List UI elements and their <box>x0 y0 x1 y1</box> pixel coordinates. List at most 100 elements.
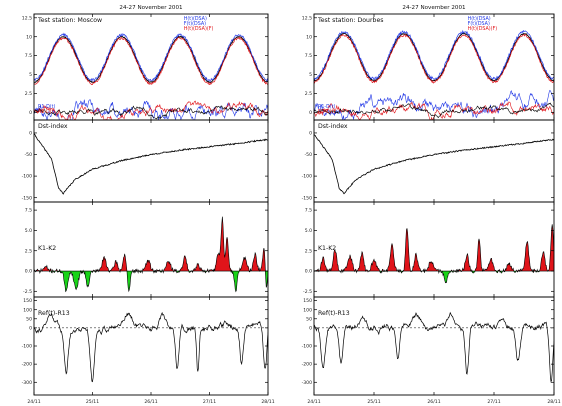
y-tick-label: 0 <box>29 110 32 116</box>
y-tick-label: 0 <box>29 325 32 331</box>
plot-area <box>34 32 268 120</box>
y-tick-label: 7.5 <box>305 53 312 59</box>
y-tick-label: 50 <box>26 316 32 322</box>
x-tick-label: 27/11 <box>487 399 500 405</box>
y-tick-label: -300 <box>22 380 33 386</box>
y-tick-label: 0 <box>29 131 32 137</box>
y-tick-label: 7.5 <box>305 208 312 214</box>
panel-label: Test station: Dourbes <box>317 17 383 24</box>
y-tick-label: 5 <box>309 72 312 78</box>
ref-line <box>34 311 268 383</box>
plot-area <box>314 29 554 120</box>
k-line <box>34 216 268 293</box>
deviation-black <box>34 105 268 120</box>
legend-entry: H(t)(DSA) <box>184 16 207 22</box>
series-black <box>314 32 554 82</box>
y-tick-label: 12.5 <box>22 15 32 21</box>
x-tick-label: 28/11 <box>261 399 274 405</box>
y-tick-label: 2.5 <box>305 248 312 254</box>
panel-frame <box>313 13 555 121</box>
panel-ref: 150 100 50 0 -100 -200 -300 Ref(t)-R13 24/11 25/1… <box>302 296 561 405</box>
y-tick-label: 12.5 <box>302 15 312 21</box>
plot-area <box>314 311 554 383</box>
panel-frame <box>313 296 555 396</box>
x-tick-label: 24/11 <box>27 399 40 405</box>
y-tick-label: -50 <box>304 152 312 158</box>
y-tick-label: -100 <box>302 174 313 180</box>
legend-entry: R2-D(t) <box>318 109 336 115</box>
panel-hourly: 0 2.5 5 7.5 10 12.5 Test station: Dourbes H(t)(… <box>302 13 555 121</box>
panel-label: Dst-index <box>38 123 68 130</box>
series-blue <box>34 32 268 83</box>
panel-label: Ref(t)-R13 <box>318 310 350 317</box>
y-tick-label: 50 <box>306 316 312 322</box>
series-blue <box>314 29 554 81</box>
y-tick-label: 5.0 <box>305 228 312 234</box>
x-tick-label: 28/11 <box>547 399 560 405</box>
ref-line <box>314 311 554 383</box>
legend-entry: R1-D(t) <box>38 104 56 110</box>
deviation-black <box>314 102 554 119</box>
legend-entry: F(t)(DSA) <box>468 21 490 27</box>
y-tick-label: -300 <box>302 380 313 386</box>
y-tick-label: -100 <box>302 344 313 350</box>
x-tick-label: 24/11 <box>307 399 320 405</box>
panel-frame <box>33 201 269 298</box>
legend-entry: H(t)(DSA)(F) <box>184 26 214 32</box>
plot-area <box>314 133 554 195</box>
series-red <box>314 33 554 84</box>
negative-area <box>314 271 554 283</box>
deviation-red <box>314 101 554 120</box>
y-tick-label: 0.0 <box>25 269 32 275</box>
positive-area <box>34 216 268 272</box>
y-tick-label: -150 <box>22 195 33 201</box>
y-tick-label: 10 <box>306 34 312 40</box>
y-tick-label: -50 <box>24 152 32 158</box>
legend-entry: R2-D(t) <box>38 109 56 115</box>
y-tick-label: -100 <box>22 174 33 180</box>
legend-entry: H(t)(DSA)(F) <box>468 26 498 32</box>
y-tick-label: 2.5 <box>305 91 312 97</box>
chart-left: 24-27 November 2001 0 2.5 5 7.5 10 12.5 Test st… <box>22 5 275 405</box>
panel-frame <box>313 201 555 298</box>
legend-entry: F(t)(DSA) <box>184 21 206 27</box>
y-tick-label: -200 <box>22 362 33 368</box>
y-tick-label: 2.5 <box>25 248 32 254</box>
panel-frame <box>33 296 269 396</box>
y-tick-label: 2.5 <box>25 91 32 97</box>
y-tick-label: 7.5 <box>25 53 32 59</box>
panel-hourly: 0 2.5 5 7.5 10 12.5 Test station: Moscow H(t)(D… <box>22 13 269 121</box>
y-tick-label: -150 <box>302 195 313 201</box>
dst-line <box>34 133 268 195</box>
y-tick-label: 150 <box>23 298 32 304</box>
panel-area: 7.5 5.0 2.5 0.0 -2.5 K1-K2 <box>23 201 269 298</box>
k-line <box>314 224 554 284</box>
y-tick-label: 100 <box>23 307 32 313</box>
panel-area: 7.5 5.0 2.5 0.0 -2.5 K1-K2 <box>303 201 555 298</box>
panel-frame <box>33 13 269 121</box>
y-tick-label: 5 <box>29 72 32 78</box>
panel-label: Ref(t)-R13 <box>38 310 70 317</box>
y-tick-label: -2.5 <box>303 289 312 295</box>
legend-entry: R1-D(t) <box>318 104 336 110</box>
y-tick-label: 7.5 <box>25 208 32 214</box>
plot-area <box>314 224 554 284</box>
panel-frame <box>313 119 555 203</box>
x-tick-label: 26/11 <box>144 399 157 405</box>
x-tick-label: 25/11 <box>367 399 380 405</box>
series-red <box>34 36 268 86</box>
positive-area <box>314 224 554 272</box>
y-tick-label: -100 <box>22 344 33 350</box>
chart-title: 24-27 November 2001 <box>402 5 466 11</box>
panel-ref: 150 100 50 0 -100 -200 -300 Ref(t)-R13 24/11 25/1… <box>22 296 275 405</box>
deviation-blue <box>314 89 554 120</box>
y-tick-label: -2.5 <box>23 289 32 295</box>
y-tick-label: 100 <box>303 307 312 313</box>
y-tick-label: 0 <box>309 131 312 137</box>
panel-label: K1-K2 <box>318 245 336 252</box>
panel-frame <box>33 119 269 203</box>
chart-title: 24-27 November 2001 <box>119 5 183 11</box>
plot-area <box>34 133 268 195</box>
plot-area <box>34 311 268 383</box>
x-tick-label: 26/11 <box>427 399 440 405</box>
